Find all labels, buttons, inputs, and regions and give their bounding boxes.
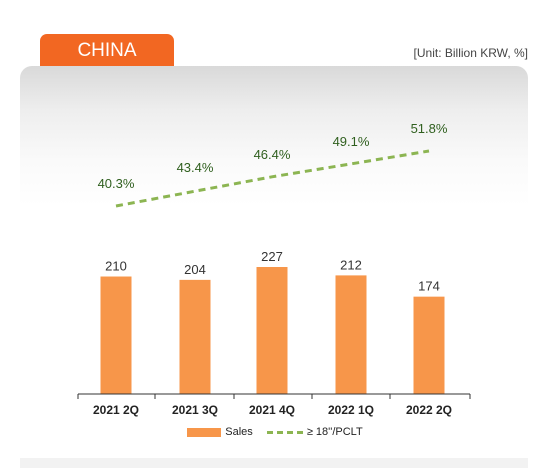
unit-label: [Unit: Billion KRW, %] <box>413 46 528 60</box>
legend-ratio-label: ≥ 18''/PCLT <box>306 426 363 438</box>
legend-sales-label: Sales <box>225 426 253 438</box>
x-tick-label-1: 2021 3Q <box>172 403 218 417</box>
ratio-label-2: 46.4% <box>254 147 291 162</box>
bar-2 <box>256 267 288 394</box>
bar-label-4: 174 <box>418 279 440 294</box>
ratio-label-3: 49.1% <box>333 134 370 149</box>
x-tick-label-4: 2022 2Q <box>406 403 452 417</box>
bar-0 <box>100 276 132 394</box>
ratio-label-0: 40.3% <box>98 176 135 191</box>
bottom-strip <box>20 458 528 468</box>
bar-label-3: 212 <box>340 257 362 272</box>
x-tick-label-2: 2021 4Q <box>249 403 295 417</box>
legend-ratio-swatch <box>266 430 303 434</box>
bar-1 <box>179 279 211 394</box>
bar-label-2: 227 <box>261 249 283 264</box>
x-tick-label-0: 2021 2Q <box>93 403 139 417</box>
region-title: CHINA <box>77 39 137 61</box>
bar-label-0: 210 <box>105 259 127 274</box>
legend: Sales ≥ 18''/PCLT <box>0 426 550 438</box>
ratio-label-4: 51.8% <box>411 121 448 136</box>
legend-sales-swatch <box>187 427 222 437</box>
bar-label-1: 204 <box>184 262 206 277</box>
region-tab: CHINA <box>40 34 174 67</box>
x-tick-label-3: 2022 1Q <box>328 403 374 417</box>
ratio-label-1: 43.4% <box>177 160 214 175</box>
bar-3 <box>335 275 367 394</box>
bar-4 <box>413 296 445 394</box>
ratio-line <box>115 149 430 208</box>
